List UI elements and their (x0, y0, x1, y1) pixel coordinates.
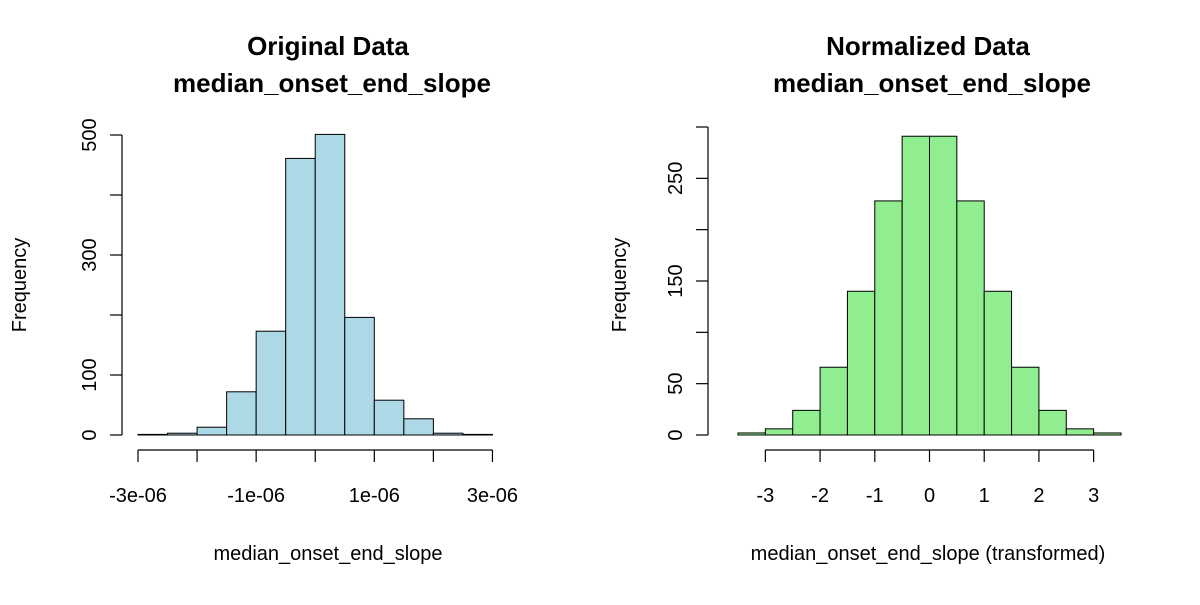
y-tick-label: 100 (79, 358, 101, 391)
original-data-histogram: Original Data median_onset_end_slope med… (9, 31, 518, 565)
histogram-bar (137, 433, 169, 436)
x-tick-label: -3e-06 (109, 485, 167, 507)
x-tick-label: 1 (979, 485, 990, 507)
histogram-bar (737, 432, 766, 436)
chart-title: Original Data (247, 31, 409, 61)
histogram-bar (983, 290, 1013, 436)
y-axis-label: Frequency (609, 238, 631, 333)
y-axis: 0 50 150 250 (665, 126, 709, 441)
bars-group (137, 133, 493, 436)
histogram-bar (874, 200, 903, 436)
histogram-bar (929, 135, 958, 436)
y-tick-label: 250 (665, 162, 687, 195)
y-tick-label: 150 (665, 264, 687, 297)
x-tick-label: -3 (756, 485, 774, 507)
x-tick-label: 1e-06 (349, 485, 400, 507)
y-tick-label: 500 (79, 118, 101, 151)
histogram-bar (792, 409, 821, 436)
y-axis: 0 100 300 500 (79, 118, 123, 441)
histogram-bar (314, 133, 346, 436)
histogram-bar (403, 418, 434, 436)
chart-subtitle: median_onset_end_slope (173, 68, 491, 98)
x-axis: -3e-06 -1e-06 1e-06 3e-06 (109, 449, 518, 507)
histogram-bar (764, 428, 794, 436)
chart-subtitle: median_onset_end_slope (773, 68, 1091, 98)
histogram-bar (167, 432, 198, 436)
histogram-bar (344, 316, 375, 436)
histogram-bar (819, 366, 848, 436)
x-tick-label: -1e-06 (227, 485, 285, 507)
x-tick-label: 2 (1033, 485, 1044, 507)
bars-group (737, 135, 1122, 436)
normalized-data-histogram: Normalized Data median_onset_end_slope m… (609, 31, 1122, 565)
histogram-bar (432, 432, 464, 436)
x-tick-label: 3 (1088, 485, 1099, 507)
y-tick-label: 0 (79, 429, 101, 440)
histogram-bar (1038, 409, 1067, 436)
histogram-bar (901, 135, 931, 436)
histogram-bar (1065, 428, 1095, 436)
histogram-bar (196, 426, 228, 436)
histogram-bar (462, 433, 493, 436)
y-axis-label: Frequency (9, 238, 31, 333)
histogram-bar (1093, 432, 1122, 436)
x-tick-label: 0 (924, 485, 935, 507)
histogram-bar (285, 157, 316, 436)
histogram-bar (1011, 366, 1040, 436)
x-axis: -3 -2 -1 0 1 2 3 (756, 449, 1099, 507)
x-tick-label: 3e-06 (467, 485, 518, 507)
histogram-bar (226, 391, 257, 436)
x-tick-label: -1 (866, 485, 884, 507)
histogram-bar (956, 200, 985, 436)
y-tick-label: 0 (665, 429, 687, 440)
x-tick-label: -2 (811, 485, 829, 507)
histogram-bar (373, 399, 405, 436)
histogram-bar (846, 290, 876, 436)
y-tick-label: 50 (665, 373, 687, 395)
x-axis-label: median_onset_end_slope (transformed) (751, 543, 1106, 565)
y-tick-label: 300 (79, 238, 101, 271)
histogram-bar (255, 330, 287, 436)
chart-title: Normalized Data (826, 31, 1030, 61)
x-axis-label: median_onset_end_slope (213, 543, 442, 565)
